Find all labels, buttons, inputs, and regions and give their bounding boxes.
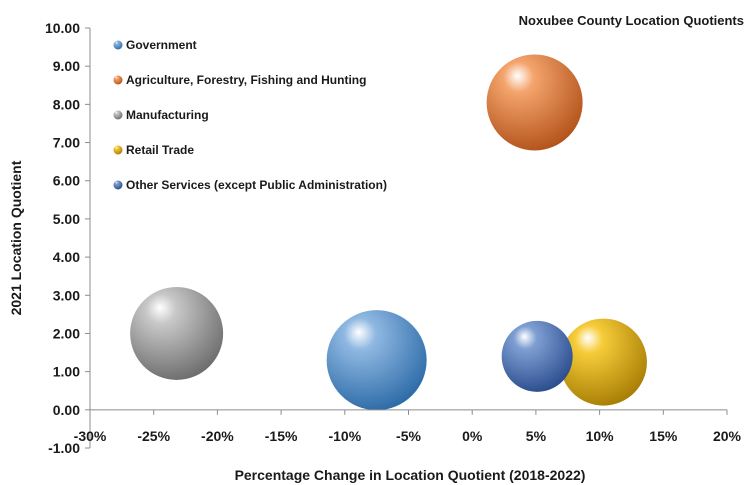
legend-item-agriculture-forestry-fishing-and-hunting: Agriculture, Forestry, Fishing and Hunti… xyxy=(113,73,366,87)
x-tick-label: -15% xyxy=(265,428,298,444)
x-tick-label: 15% xyxy=(649,428,678,444)
x-tick-label: -30% xyxy=(74,428,107,444)
x-tick-label: -25% xyxy=(137,428,170,444)
legend-item-retail-trade: Retail Trade xyxy=(113,143,194,157)
axes xyxy=(85,27,728,449)
y-tick-label: 7.00 xyxy=(53,135,80,151)
y-tick-label: 0.00 xyxy=(53,402,80,418)
y-tick-label: 8.00 xyxy=(53,96,80,112)
tick-labels: -1.00 0.00 1.00 2.00 3.00 4.00 5.00 6.00 7.00 8.0… xyxy=(45,20,742,456)
x-tick-label: 5% xyxy=(526,428,547,444)
legend-item-manufacturing: Manufacturing xyxy=(113,108,209,122)
legend-marker xyxy=(113,75,123,85)
y-tick-label: 6.00 xyxy=(53,173,80,189)
y-tick-label: 5.00 xyxy=(53,211,80,227)
legend-label: Government xyxy=(126,38,197,52)
bubble-layer xyxy=(130,54,647,411)
legend-marker xyxy=(113,40,123,50)
legend-item-other-services-except-public-administration: Other Services (except Public Administra… xyxy=(113,178,387,192)
legend-label: Retail Trade xyxy=(126,143,194,157)
y-tick-label: 4.00 xyxy=(53,249,80,265)
legend-label: Other Services (except Public Administra… xyxy=(126,178,387,192)
y-tick-label: 2.00 xyxy=(53,325,80,341)
legend-label: Manufacturing xyxy=(126,108,209,122)
x-tick-label: -10% xyxy=(328,428,361,444)
chart-title: Noxubee County Location Quotients xyxy=(519,13,744,28)
legend-marker xyxy=(113,180,123,190)
y-tick-label: 10.00 xyxy=(45,20,80,36)
x-tick-label: -20% xyxy=(201,428,234,444)
bubble-manufacturing xyxy=(130,286,224,380)
x-axis-title: Percentage Change in Location Quotient (… xyxy=(235,467,586,483)
y-tick-label: 3.00 xyxy=(53,287,80,303)
bubble-other-services-except-public-administration xyxy=(501,320,573,392)
legend-label: Agriculture, Forestry, Fishing and Hunti… xyxy=(126,73,366,87)
legend: Government Agriculture, Forestry, Fishing… xyxy=(113,38,387,192)
legend-marker xyxy=(113,110,123,120)
legend-item-government: Government xyxy=(113,38,197,52)
y-tick-label: 9.00 xyxy=(53,58,80,74)
bubble-retail-trade xyxy=(559,318,647,406)
y-tick-label: -1.00 xyxy=(48,440,80,456)
legend-marker xyxy=(113,145,123,155)
y-axis-title: 2021 Location Quotient xyxy=(8,160,24,315)
x-tick-label: 20% xyxy=(713,428,742,444)
y-tick-label: 1.00 xyxy=(53,364,80,380)
x-tick-label: -5% xyxy=(396,428,421,444)
bubble-government xyxy=(326,310,427,411)
x-tick-label: 0% xyxy=(462,428,483,444)
bubble-agriculture-forestry-fishing-and-hunting xyxy=(486,54,583,151)
x-tick-label: 10% xyxy=(586,428,615,444)
